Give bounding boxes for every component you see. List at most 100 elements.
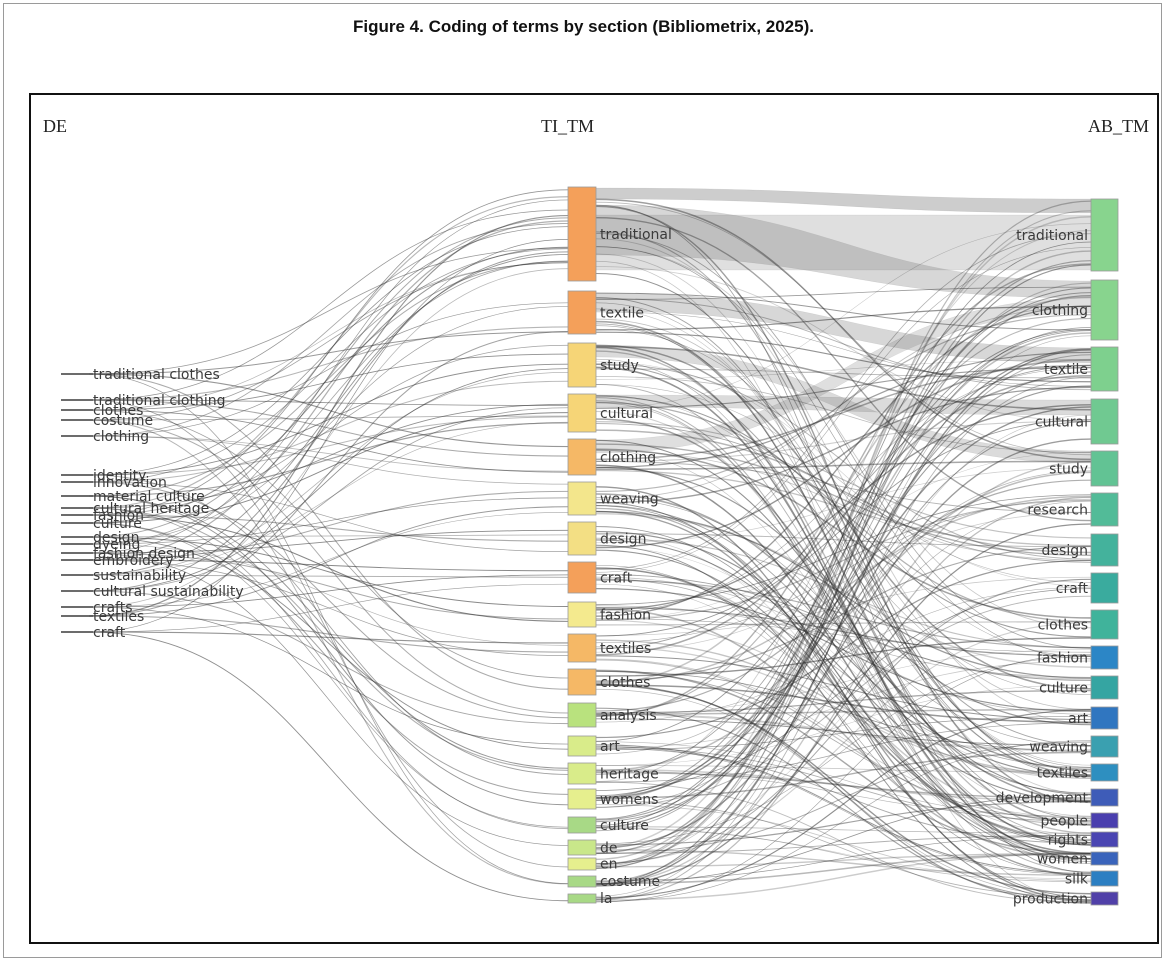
link-ti-to-ab xyxy=(595,583,1092,836)
ti-label: analysis xyxy=(600,708,657,724)
link-ti-to-ab xyxy=(595,394,1092,695)
link-ti-to-ab xyxy=(595,466,1092,726)
link-de-to-ti xyxy=(88,421,569,576)
link-ti-to-ab xyxy=(595,260,1092,869)
link-ti-to-ab xyxy=(595,549,1092,844)
link-ti-to-ab xyxy=(595,246,1092,660)
link-de-to-ti xyxy=(88,481,569,719)
ab-node-silk xyxy=(1090,870,1119,887)
link-ti-to-ab xyxy=(595,414,1092,864)
link-de-to-ti xyxy=(88,536,569,607)
ab-node-craft xyxy=(1090,572,1119,604)
link-de-to-ti xyxy=(88,543,569,646)
ti-label: fashion xyxy=(600,608,651,624)
link-de-to-ti xyxy=(88,248,569,483)
column-header-ab-tm: AB_TM xyxy=(1088,116,1149,136)
link-ti-to-ab xyxy=(595,402,1092,865)
link-ti-to-ab xyxy=(595,745,1092,876)
link-ti-to-ab xyxy=(595,429,1092,554)
link-de-to-ti xyxy=(88,435,569,485)
link-de-to-ti xyxy=(88,507,569,771)
link-ti-to-ab xyxy=(595,292,1092,331)
link-ti-to-ab xyxy=(595,741,1092,855)
link-ti-to-ab xyxy=(595,804,1092,882)
link-ti-to-ab xyxy=(595,260,1092,903)
ab-node-culture xyxy=(1090,675,1119,700)
link-ti-to-ab xyxy=(595,709,1092,899)
ti-label: study xyxy=(600,358,639,374)
link-de-to-ti xyxy=(88,226,569,476)
link-ti-to-ab xyxy=(595,684,1092,723)
ti-node-traditional xyxy=(567,186,597,282)
link-de-to-ti xyxy=(88,574,569,578)
link-de-to-ti xyxy=(88,380,569,483)
link-ti-to-ab xyxy=(595,469,1092,547)
link-ti-to-ab xyxy=(595,364,1092,461)
link-ti-to-ab xyxy=(595,264,1092,885)
link-ti-to-ab xyxy=(595,852,1092,868)
link-ti-to-ab xyxy=(595,781,1092,904)
ti-label: la xyxy=(600,891,612,907)
link-de-to-ti xyxy=(88,373,569,448)
link-ti-to-ab xyxy=(595,559,1092,739)
link-ti-to-ab xyxy=(595,512,1092,653)
ti-label: textile xyxy=(600,306,644,322)
link-ti-to-ab xyxy=(595,328,1092,658)
link-ti-to-ab xyxy=(595,751,1092,800)
ab-label: clothing xyxy=(1032,303,1088,319)
link-ti-to-ab xyxy=(595,250,1092,861)
link-de-to-ti xyxy=(88,403,569,509)
link-ti-to-ab xyxy=(595,205,1092,804)
link-ti-to-ab xyxy=(595,351,1092,469)
link-ti-to-ab xyxy=(595,406,1092,799)
link-ti-to-ab xyxy=(595,233,1092,570)
de-label: costume xyxy=(93,413,153,429)
ti-node-la xyxy=(567,893,597,904)
link-ti-to-ab xyxy=(595,576,1092,715)
link-ti-to-ab xyxy=(595,746,1092,822)
link-ti-to-ab xyxy=(595,523,1092,887)
link-ti-to-ab xyxy=(595,537,1092,649)
link-de-to-ti xyxy=(88,331,569,617)
link-de-to-ti xyxy=(88,419,569,885)
ti-node-study xyxy=(567,342,597,388)
link-de-to-ti xyxy=(88,399,569,457)
link-ti-to-ab xyxy=(595,684,1092,895)
link-de-to-ti xyxy=(88,220,569,561)
link-ti-to-ab xyxy=(595,607,1092,860)
link-ti-to-ab xyxy=(595,448,1092,619)
link-ti-to-ab xyxy=(595,376,1092,900)
link-de-to-ti xyxy=(88,474,569,775)
link-ti-to-ab xyxy=(595,722,1092,783)
de-label: craft xyxy=(93,625,126,641)
link-de-to-ti xyxy=(88,373,569,690)
ti-label: clothes xyxy=(600,675,650,691)
link-ti-to-ab xyxy=(595,654,1092,903)
link-ti-to-ab xyxy=(595,460,1092,471)
ab-label: cultural xyxy=(1035,415,1088,431)
link-ti-to-ab xyxy=(595,708,1092,715)
ti-node-fashion xyxy=(567,601,597,628)
de-label: dyeing xyxy=(93,537,140,553)
link-de-to-ti xyxy=(88,373,569,884)
link-ti-to-ab xyxy=(595,314,1092,493)
link-de-to-ti xyxy=(88,371,569,576)
link-ti-to-ab xyxy=(595,707,1092,901)
ab-label: weaving xyxy=(1029,740,1088,756)
link-ti-to-ab xyxy=(595,421,1092,539)
link-de-to-ti xyxy=(88,209,569,401)
ti-node-cultural xyxy=(567,393,597,433)
link-de-to-ti xyxy=(88,196,569,509)
ti-node-de xyxy=(567,839,597,856)
ab-label: people xyxy=(1041,814,1088,830)
link-ti-to-ab xyxy=(595,637,1092,677)
link-ti-to-ab xyxy=(595,400,1092,873)
ab-label: design xyxy=(1042,543,1088,559)
link-ti-to-ab xyxy=(595,834,1092,854)
link-ti-to-ab xyxy=(595,460,1092,513)
link-de-to-ti xyxy=(88,422,569,497)
link-ti-to-ab xyxy=(595,286,1092,300)
ti-label: craft xyxy=(600,571,633,587)
link-de-to-ti xyxy=(88,481,569,553)
column-header-ti-tm: TI_TM xyxy=(541,116,594,136)
